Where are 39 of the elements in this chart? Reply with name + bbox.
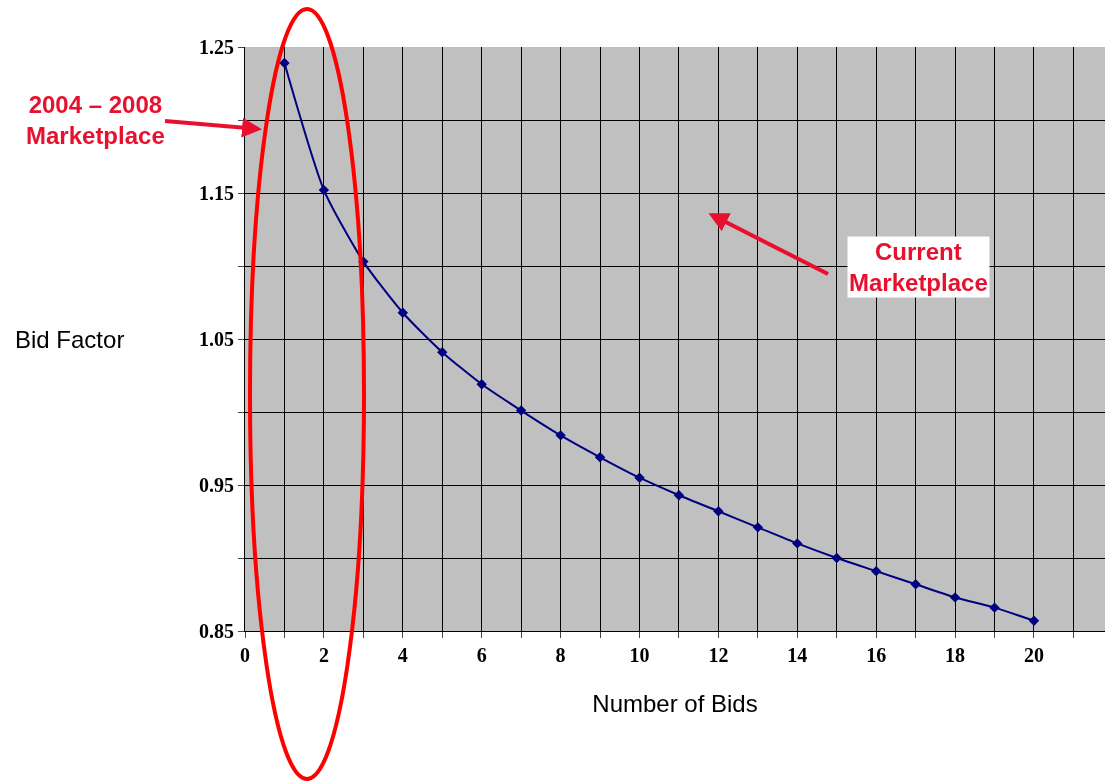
point (831, 552, 842, 564)
x-tick-label: 18 (945, 644, 966, 666)
point (634, 472, 645, 483)
point (870, 565, 882, 577)
point (713, 506, 724, 517)
x-axis-title: Number of Bids (592, 690, 758, 718)
x-tick-label: 20 (1023, 644, 1044, 666)
point (910, 579, 921, 590)
x-tick-label: 6 (476, 644, 487, 666)
point (1028, 615, 1040, 626)
point (594, 452, 606, 463)
x-tick-label: 8 (555, 644, 566, 666)
x-tick-label: 10 (629, 644, 650, 666)
point (752, 522, 764, 533)
point (476, 379, 487, 390)
x-tick-label: 16 (866, 644, 887, 666)
point (792, 538, 803, 549)
y-axis-title: Bid Factor (15, 326, 125, 353)
x-tick-label: 14 (787, 644, 808, 666)
point (318, 184, 330, 196)
y-tick-label: 0.85 (199, 620, 234, 642)
point (397, 307, 408, 318)
point (437, 346, 448, 358)
annotation: Current Marketplace (849, 238, 988, 297)
point (673, 490, 685, 501)
point (989, 602, 1000, 613)
y-tick-label: 1.25 (199, 36, 234, 58)
point (515, 405, 527, 416)
y-tick-label: 0.95 (199, 474, 234, 496)
y-tick-label: 1.05 (199, 328, 234, 350)
x-tick-label: 12 (708, 644, 729, 666)
point (555, 430, 566, 441)
point (949, 592, 961, 603)
x-tick-label: 4 (397, 644, 408, 666)
y-tick-label: 1.15 (199, 182, 234, 204)
text: 2004 – 2008 Marketplace (26, 91, 165, 150)
x-tick-label: 0 (240, 644, 250, 666)
x-tick-label: 2 (318, 644, 329, 666)
point (279, 57, 290, 69)
